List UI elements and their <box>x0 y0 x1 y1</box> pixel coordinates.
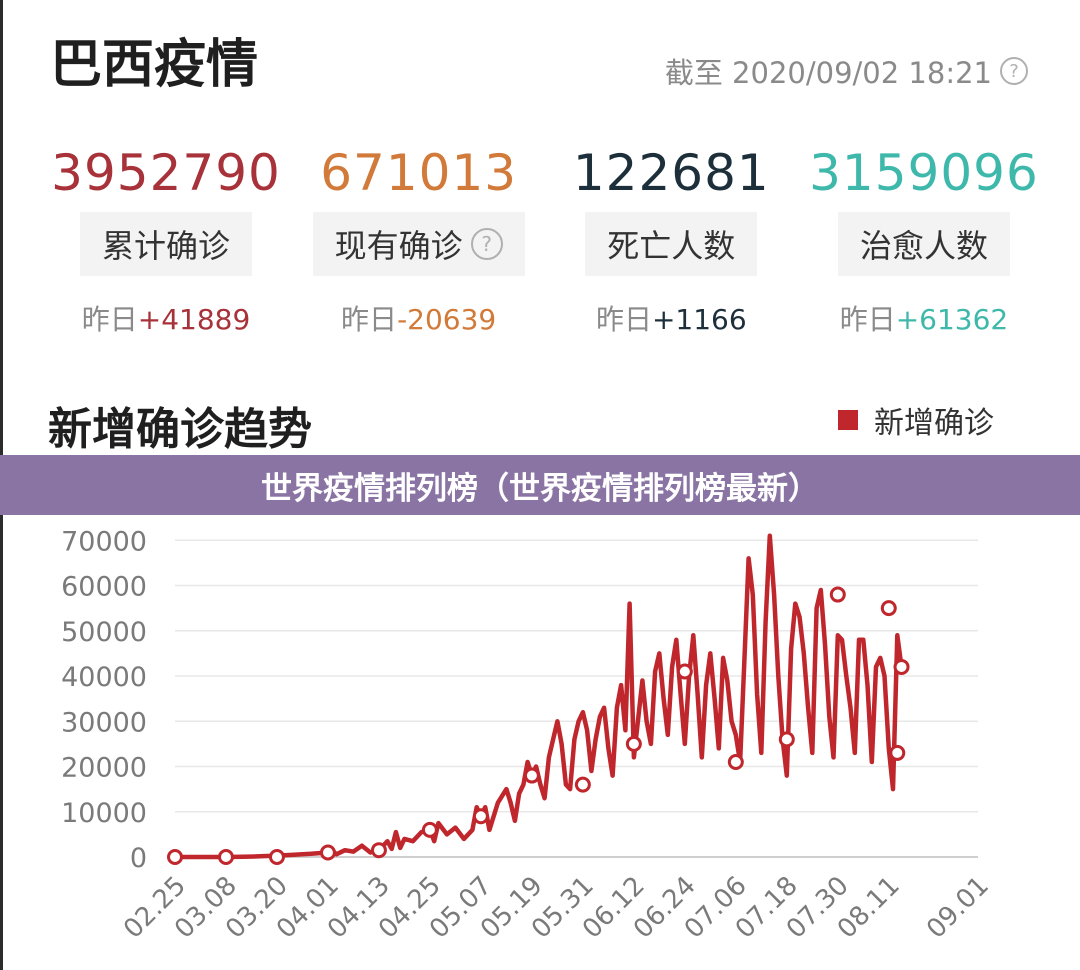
stat-label-text: 治愈人数 <box>859 227 988 265</box>
stat-change: 昨日+41889 <box>82 298 251 338</box>
data-point-marker <box>727 753 744 770</box>
legend-label: 新增确诊 <box>874 406 994 441</box>
data-point-marker <box>472 808 489 825</box>
data-point-marker <box>319 844 336 861</box>
stat-change-value: +41889 <box>137 303 251 336</box>
help-icon[interactable]: ? <box>470 228 503 260</box>
stat-label: 死亡人数 <box>585 212 758 276</box>
data-point-marker <box>217 849 234 865</box>
stat-recovered: 3159096 治愈人数 昨日+61362 <box>798 142 1050 338</box>
stat-change-prefix: 昨日 <box>341 303 398 336</box>
stat-label: 现有确诊? <box>312 212 525 276</box>
stat-change: 昨日+1166 <box>596 298 747 338</box>
help-icon[interactable]: ? <box>1000 57 1028 85</box>
y-tick-label: 10000 <box>61 798 147 829</box>
y-tick-label: 60000 <box>61 572 147 603</box>
stat-change-value: +1166 <box>651 303 747 336</box>
page-title: 巴西疫情 <box>50 35 259 95</box>
stats-row: 3952790 累计确诊 昨日+41889 671013 现有确诊? 昨日-20… <box>40 142 1050 338</box>
stat-value: 3159096 <box>809 144 1039 202</box>
overlay-banner: 世界疫情排列榜（世界疫情排列榜最新） <box>0 455 1080 515</box>
stat-value: 671013 <box>320 144 518 202</box>
series-line-new-cases <box>172 533 904 860</box>
y-tick-label: 30000 <box>61 707 147 738</box>
stat-cumulative-confirmed: 3952790 累计确诊 昨日+41889 <box>40 142 292 338</box>
data-point-marker <box>829 586 846 603</box>
stat-change-value: -20639 <box>397 303 497 336</box>
stat-change: 昨日+61362 <box>840 298 1009 338</box>
stat-label-text: 死亡人数 <box>607 227 736 265</box>
stat-change-prefix: 昨日 <box>839 303 896 336</box>
y-tick-label: 70000 <box>61 526 147 557</box>
data-point-marker <box>889 744 906 761</box>
new-cases-line-chart: 0100002000030000400005000060000700008000… <box>61 481 995 945</box>
stat-label: 治愈人数 <box>837 212 1010 276</box>
stat-change: 昨日-20639 <box>341 298 496 338</box>
data-point-marker <box>676 663 693 680</box>
legend-swatch <box>838 410 858 430</box>
stat-label-text: 现有确诊 <box>334 227 463 265</box>
data-point-marker <box>370 842 387 859</box>
data-point-marker <box>523 767 540 784</box>
stat-change-prefix: 昨日 <box>595 303 652 336</box>
data-point-marker <box>421 821 438 838</box>
y-tick-label: 0 <box>130 843 147 874</box>
banner-text: 世界疫情排列榜（世界疫情排列榜最新） <box>261 470 819 507</box>
stat-change-prefix: 昨日 <box>81 303 138 336</box>
chart-legend[interactable]: 新增确诊 <box>838 398 994 442</box>
stat-deaths: 122681 死亡人数 昨日+1166 <box>545 142 797 338</box>
timestamp-text: 截至 2020/09/02 18:21 <box>664 56 992 90</box>
data-point-marker <box>893 658 910 675</box>
stat-current-confirmed: 671013 现有确诊? 昨日-20639 <box>293 142 545 338</box>
data-point-marker <box>880 600 897 617</box>
update-timestamp: 截至 2020/09/02 18:21 ? <box>665 50 1028 92</box>
data-point-marker <box>574 776 591 793</box>
stat-label: 累计确诊 <box>79 212 252 276</box>
stat-change-value: +61362 <box>895 303 1009 336</box>
y-tick-label: 40000 <box>61 662 147 693</box>
stat-label-text: 累计确诊 <box>101 227 230 265</box>
stat-value: 3952790 <box>51 144 281 202</box>
x-tick-label: 09.01 <box>921 871 995 945</box>
y-tick-label: 50000 <box>61 617 147 648</box>
data-point-marker <box>625 735 642 752</box>
stat-value: 122681 <box>572 144 770 202</box>
data-point-marker <box>778 731 795 748</box>
data-point-marker <box>167 849 183 865</box>
y-tick-label: 20000 <box>61 753 147 784</box>
trend-title: 新增确诊趋势 <box>48 404 312 455</box>
data-point-marker <box>268 849 285 865</box>
